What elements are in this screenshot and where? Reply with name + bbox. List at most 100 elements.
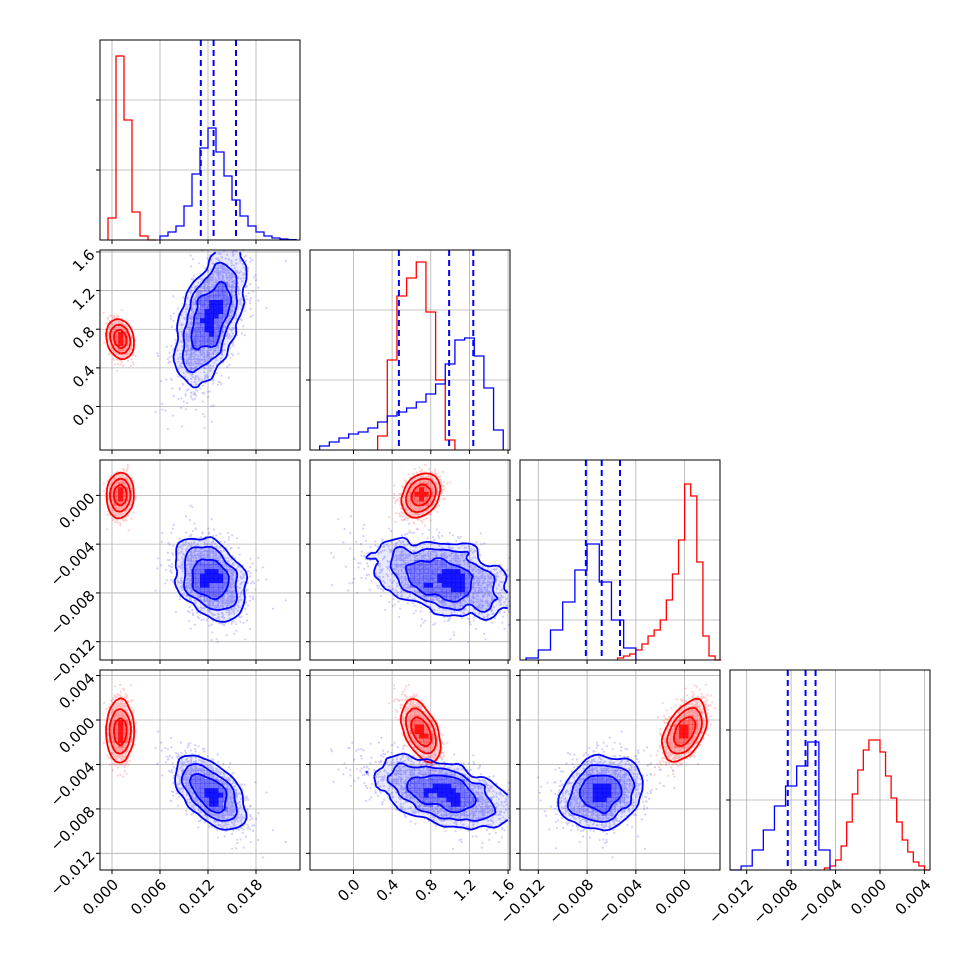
density-cell — [218, 304, 224, 310]
scatter-point — [200, 619, 203, 622]
scatter-point — [122, 364, 125, 367]
density-cell — [190, 372, 196, 378]
scatter-point — [132, 363, 135, 366]
scatter-point — [113, 316, 116, 319]
scatter-point — [161, 408, 164, 411]
scatter-point — [165, 378, 168, 381]
density-cell — [213, 268, 219, 274]
scatter-point — [248, 283, 251, 286]
scatter-point — [164, 409, 167, 412]
density-cell — [190, 377, 196, 383]
density-cell — [204, 295, 210, 301]
scatter-point — [197, 262, 200, 265]
scatter-point — [172, 312, 175, 315]
scatter-point — [168, 351, 171, 354]
density-cell — [227, 272, 233, 278]
scatter-point — [203, 427, 206, 430]
density-cell — [200, 368, 205, 374]
scatter-point — [245, 254, 248, 257]
scatter-point — [247, 267, 250, 270]
density-cell — [204, 286, 210, 292]
scatter-point — [166, 551, 169, 555]
scatter-point — [194, 388, 198, 391]
scatter-point — [220, 374, 223, 377]
scatter-point — [156, 352, 159, 355]
scatter-point — [180, 425, 183, 428]
scatter-point — [154, 410, 157, 413]
panel-0-0 — [96, 39, 301, 244]
scatter-point — [117, 327, 120, 330]
density-cell — [240, 272, 246, 278]
scatter-point — [188, 605, 191, 608]
density-cell — [200, 304, 205, 310]
density-cell — [195, 322, 201, 328]
histogram-series-a — [107, 55, 156, 241]
density-cell — [195, 350, 201, 355]
scatter-point — [127, 339, 130, 342]
density-cell — [222, 309, 228, 314]
scatter-point — [119, 524, 122, 527]
density-shading — [172, 250, 246, 396]
scatter-point — [166, 427, 169, 430]
density-cell — [213, 304, 219, 310]
density-cell — [118, 340, 124, 346]
scatter-point — [232, 345, 235, 348]
scatter-point — [210, 420, 213, 423]
density-cell — [213, 277, 219, 283]
density-cell — [195, 290, 201, 296]
scatter-point — [107, 316, 110, 319]
density-cell — [222, 304, 228, 310]
scatter-point — [257, 286, 260, 289]
scatter-point — [178, 388, 181, 391]
density-cell — [209, 295, 214, 301]
scatter-point — [174, 338, 177, 342]
scatter-point — [254, 274, 257, 277]
density-cell — [195, 377, 201, 383]
density-cell — [231, 263, 237, 269]
density-cell — [177, 345, 183, 351]
scatter-point — [244, 309, 247, 312]
scatter-point — [126, 359, 130, 363]
density-cell — [200, 322, 205, 328]
density-cell — [222, 277, 228, 283]
scatter-point — [231, 534, 234, 537]
scatter-point — [122, 348, 125, 351]
density-cell — [209, 363, 214, 369]
density-cell — [213, 290, 219, 296]
panel-frame — [309, 249, 511, 451]
density-cell — [213, 327, 219, 333]
scatter-point — [115, 338, 118, 342]
scatter-point — [179, 406, 182, 409]
density-cell — [200, 331, 205, 337]
scatter-point — [169, 317, 173, 320]
scatter-point — [112, 358, 115, 361]
scatter-point — [203, 392, 206, 395]
scatter-point — [182, 296, 185, 299]
density-cell — [177, 359, 183, 364]
density-cell — [118, 487, 124, 493]
density-cell — [204, 281, 210, 287]
density-cell — [240, 268, 246, 274]
density-cell — [209, 313, 214, 319]
density-cell — [195, 359, 201, 364]
density-cell — [186, 363, 192, 369]
density-cell — [195, 336, 201, 342]
density-cell — [218, 272, 224, 278]
density-cell — [195, 318, 201, 324]
scatter-point — [199, 387, 202, 390]
scatter-point — [248, 299, 252, 302]
density-cell — [195, 331, 201, 337]
scatter-point — [251, 290, 255, 293]
scatter-point — [202, 412, 205, 416]
density-cell — [209, 304, 214, 310]
scatter-point — [255, 278, 258, 282]
density-cell — [222, 345, 228, 351]
scatter-point — [171, 414, 174, 417]
scatter-point — [242, 325, 245, 328]
scatter-point — [220, 383, 223, 386]
density-cell — [186, 359, 192, 364]
scatter-point — [126, 468, 129, 471]
scatter-point — [227, 376, 230, 379]
panel-frame — [99, 39, 301, 241]
